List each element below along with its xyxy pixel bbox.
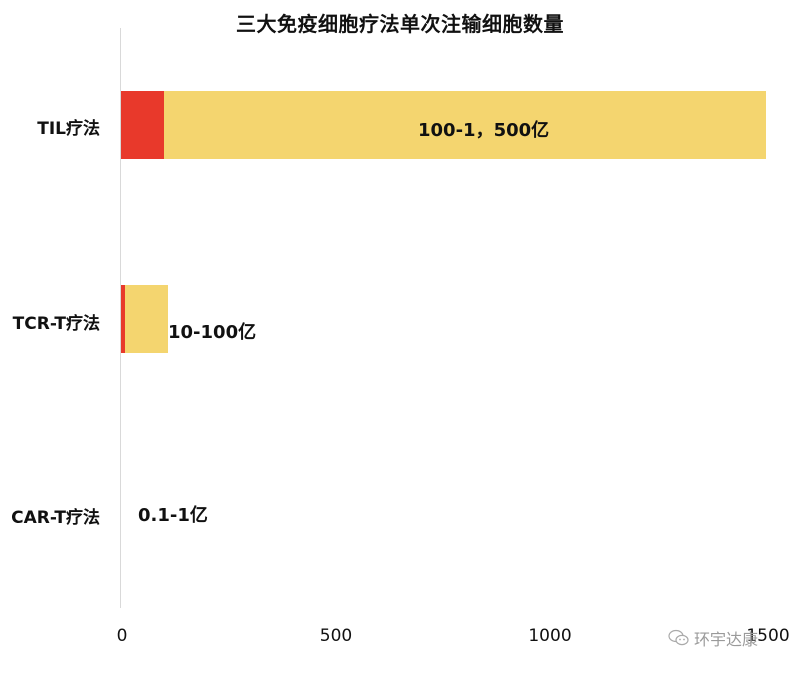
bar-tcr-t-range xyxy=(125,285,168,353)
watermark: 环宇达康 xyxy=(668,626,758,650)
bar-til-min xyxy=(121,91,164,159)
bar-til-range xyxy=(164,91,766,159)
category-label-car-t: CAR-T疗法 xyxy=(11,508,100,528)
chart-title: 三大免疫细胞疗法单次注输细胞数量 xyxy=(236,12,564,36)
y-axis-line xyxy=(120,28,121,608)
bar-tcr-t-min xyxy=(121,285,125,353)
data-label-til: 100-1，500亿 xyxy=(418,120,550,141)
wechat-icon xyxy=(668,629,689,646)
x-tick-1000: 1000 xyxy=(528,626,572,646)
category-label-tcr-t: TCR-T疗法 xyxy=(12,314,100,334)
x-tick-500: 500 xyxy=(319,626,353,646)
category-label-til: TIL疗法 xyxy=(37,119,100,139)
data-label-tcr-t: 10-100亿 xyxy=(168,322,257,343)
watermark-text: 环宇达康 xyxy=(694,630,759,649)
data-label-car-t: 0.1-1亿 xyxy=(138,505,208,526)
x-tick-1500: 1500 xyxy=(746,626,790,646)
x-tick-0: 0 xyxy=(116,626,128,646)
